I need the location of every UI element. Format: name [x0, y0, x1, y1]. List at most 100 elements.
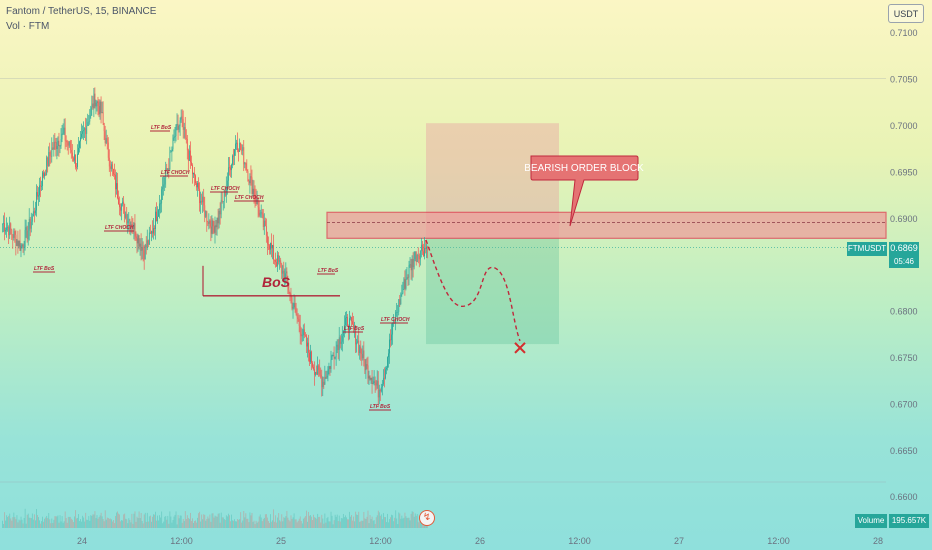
volume-bar	[221, 517, 223, 528]
volume-bar	[91, 515, 93, 528]
candle-body	[55, 142, 57, 150]
candle-body	[427, 246, 428, 248]
volume-bar	[294, 519, 296, 528]
volume-bar	[55, 516, 57, 528]
volume-bar	[246, 518, 248, 528]
volume-bar	[68, 516, 70, 528]
volume-bar	[237, 519, 239, 528]
candle-body	[404, 279, 406, 289]
volume-bar	[249, 512, 251, 528]
order-block-zone	[326, 211, 887, 239]
ltf-marker-label: LTF BoS	[344, 326, 365, 332]
volume-bar	[39, 520, 40, 528]
volume-bar	[307, 521, 308, 528]
candle-body	[47, 157, 49, 166]
candle-body	[252, 188, 254, 195]
volume-bar	[103, 521, 105, 528]
volume-bar	[93, 514, 95, 528]
candle-body	[94, 93, 96, 107]
volume-bar	[239, 519, 241, 528]
volume-bar	[80, 519, 81, 528]
volume-bar	[110, 519, 112, 528]
volume-bar	[260, 517, 262, 528]
volume-bar	[205, 520, 207, 528]
volume-bar	[12, 517, 14, 528]
ltf-marker-label: LTF BoS	[151, 125, 172, 131]
candle-body	[140, 243, 142, 251]
candle-body	[75, 154, 76, 167]
candle-body	[133, 223, 135, 230]
volume-label: Volume	[857, 516, 885, 525]
currency-selector[interactable]: USDT	[888, 4, 924, 23]
replay-icon[interactable]: ↯	[419, 510, 435, 526]
candle-body	[359, 346, 361, 353]
volume-bar	[288, 519, 290, 528]
candle-body	[338, 337, 340, 351]
candle-body	[110, 164, 112, 169]
volume-bar	[251, 512, 253, 528]
candle-body	[409, 264, 411, 266]
candle-body	[416, 255, 418, 262]
candle-body	[2, 223, 3, 225]
candle-body	[117, 183, 118, 199]
candle-body	[349, 318, 350, 331]
volume-bar	[337, 521, 339, 528]
candle-body	[31, 216, 33, 222]
volume-bar	[52, 522, 54, 528]
volume-bar	[325, 522, 327, 528]
candle-body	[18, 240, 20, 247]
volume-bar	[327, 516, 329, 528]
candle-body	[124, 203, 126, 218]
candle-body	[407, 277, 409, 279]
candle-body	[70, 150, 72, 153]
candle-body	[245, 163, 247, 171]
volume-bar	[14, 517, 16, 528]
volume-bar	[274, 521, 275, 528]
candle-body	[301, 335, 303, 337]
candle-body	[360, 346, 362, 354]
volume-bar	[111, 521, 113, 528]
candle-body	[270, 242, 271, 250]
volume-bar	[74, 516, 75, 528]
candle-body	[161, 189, 163, 204]
volume-value: 195.657K	[891, 516, 927, 525]
candle-body	[363, 350, 365, 360]
candle-body	[108, 157, 110, 167]
candle-body	[339, 337, 341, 344]
candle-body	[296, 314, 298, 318]
volume-bar	[129, 519, 131, 528]
volume-bar	[394, 517, 396, 528]
volume-bar	[291, 518, 293, 528]
candle-body	[118, 198, 119, 205]
candle-body	[419, 250, 421, 260]
volume-bar	[142, 523, 144, 528]
candle-body	[372, 382, 374, 384]
volume-bar	[37, 515, 38, 528]
volume-bar	[269, 522, 270, 528]
candle-body	[103, 122, 105, 132]
volume-bar	[167, 515, 169, 528]
candle-body	[351, 317, 352, 322]
candle-body	[405, 279, 407, 289]
volume-bar	[289, 521, 291, 528]
volume-bar	[305, 510, 307, 528]
candle-body	[304, 335, 306, 336]
candle-body	[421, 244, 423, 252]
candle-body	[200, 200, 202, 204]
volume-bar	[8, 515, 10, 528]
candle-body	[318, 365, 320, 370]
candle-body	[26, 227, 28, 240]
candle-body	[408, 265, 410, 278]
volume-bar	[138, 511, 140, 528]
candle-body	[384, 377, 385, 379]
volume-bar	[7, 516, 9, 528]
volume-bar	[82, 515, 84, 528]
ltf-marker-label: LTF BoS	[34, 266, 55, 272]
candle-body	[310, 351, 311, 362]
volume-bar	[245, 513, 247, 528]
candle-body	[126, 214, 128, 224]
volume-bar	[348, 519, 349, 528]
candle-body	[370, 377, 372, 380]
candle-body	[22, 244, 24, 248]
